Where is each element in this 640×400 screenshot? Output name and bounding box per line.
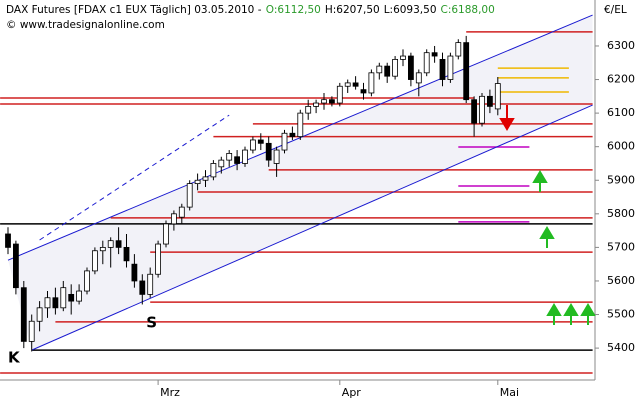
y-tick-label: 6000 <box>607 140 635 153</box>
y-tick-label: 5900 <box>607 173 635 186</box>
x-tick-label: Mrz <box>160 386 180 399</box>
candle-body <box>328 99 335 104</box>
candle-body <box>155 243 162 275</box>
candle-body <box>392 58 399 77</box>
candle-body <box>226 152 233 161</box>
candle-body <box>234 156 241 164</box>
candle-body <box>360 89 367 94</box>
candle-body <box>170 213 177 225</box>
ohlc-info: O:6112,50 <box>266 4 321 16</box>
ohlc-info: L:6093,50 <box>384 4 437 16</box>
candle-body <box>400 55 406 60</box>
candle-body <box>99 246 106 252</box>
candle-body <box>321 99 327 104</box>
candle-body <box>60 287 67 309</box>
candle-body <box>273 149 280 164</box>
candle-body <box>313 102 320 107</box>
y-tick-label: 5600 <box>607 274 635 287</box>
annotation: K <box>8 349 21 367</box>
y-tick-label: 5400 <box>607 341 635 354</box>
candle-body <box>36 307 43 322</box>
ohlc-info: H:6207,50 <box>325 4 380 16</box>
y-tick-label: 6200 <box>607 73 635 86</box>
candle-body <box>407 55 414 80</box>
candle-body <box>423 52 430 74</box>
candle-body <box>431 52 438 57</box>
candle-body <box>415 72 422 84</box>
candle-body <box>28 320 35 342</box>
chart-title: DAX Futures [FDAX c1 EUX Täglich] 03.05.… <box>6 4 495 16</box>
candle-body <box>20 287 27 342</box>
candle-body <box>84 270 90 292</box>
candle-body <box>52 297 59 309</box>
arrow-up <box>563 303 579 325</box>
ohlc-info: C:6188,00 <box>441 4 495 16</box>
candle-body <box>186 183 193 208</box>
arrow-down <box>499 105 515 131</box>
candle-body <box>257 139 264 144</box>
candle-body <box>242 149 248 164</box>
trendline <box>39 114 230 241</box>
candle-body <box>218 159 225 168</box>
candle-body <box>463 42 470 101</box>
candle-body <box>76 290 82 302</box>
plot: KS <box>0 14 593 374</box>
axis-label: €/EL <box>604 4 627 16</box>
candle-body <box>494 83 501 110</box>
candle-body <box>479 95 485 124</box>
candle-body <box>5 233 11 248</box>
arrow-up <box>532 170 548 192</box>
candle-body <box>44 297 51 309</box>
candle-body <box>163 223 169 245</box>
candle-body <box>297 112 304 138</box>
y-tick-label: 6100 <box>607 106 635 119</box>
candle-body <box>384 65 391 77</box>
candle-body <box>249 139 256 151</box>
candle-body <box>336 85 343 104</box>
candle-body <box>107 240 114 248</box>
arrow-up <box>546 303 562 325</box>
arrow-up <box>580 303 596 325</box>
candle-body <box>305 105 312 114</box>
arrow-up <box>539 226 555 248</box>
subtitle: © www.tradesignalonline.com <box>6 19 165 31</box>
arrows <box>499 105 596 325</box>
candle-body <box>376 65 383 74</box>
channel-fill <box>8 15 593 351</box>
title: DAX Futures [FDAX c1 EUX Täglich] 03.05.… <box>6 4 262 16</box>
candle-body <box>352 82 359 87</box>
candle-body <box>178 206 185 218</box>
y-tick-label: 5500 <box>607 308 635 321</box>
candle-body <box>455 42 462 57</box>
candle-body <box>447 55 454 80</box>
annotation: S <box>146 313 157 331</box>
candle-body <box>439 58 446 80</box>
candle-body <box>147 273 154 295</box>
y-tick-label: 5700 <box>607 240 635 253</box>
trendline <box>31 104 593 351</box>
candle-body <box>68 293 75 302</box>
candle-body <box>115 240 122 248</box>
candle-body <box>210 163 217 178</box>
candle-body <box>202 176 209 181</box>
y-tick-label: 5800 <box>607 207 635 220</box>
y-tick-label: 6300 <box>607 39 635 52</box>
x-tick-label: Mai <box>500 386 519 399</box>
candle-body <box>265 142 272 161</box>
candle-body <box>12 243 19 289</box>
candle-body <box>471 99 478 124</box>
candle-body <box>281 132 288 151</box>
candle-body <box>139 280 146 295</box>
candle-body <box>289 132 296 138</box>
candle-body <box>194 179 201 185</box>
candle-body <box>131 263 138 282</box>
candle-body <box>344 82 351 87</box>
candle-body <box>486 95 493 107</box>
candle-body <box>368 72 375 94</box>
candle-body <box>123 246 130 262</box>
x-tick-label: Apr <box>342 386 362 399</box>
candle-body <box>92 250 98 272</box>
